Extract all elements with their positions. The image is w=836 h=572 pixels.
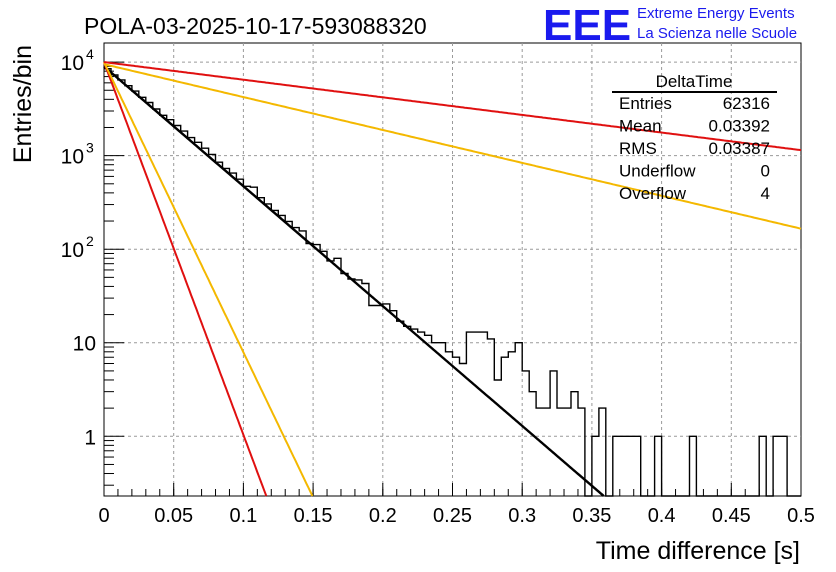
x-tick-label: 0.1 <box>229 505 257 527</box>
fit-curve-steep-red <box>103 61 268 497</box>
fit-curves <box>103 61 802 497</box>
x-tick-label: 0.15 <box>294 505 333 527</box>
x-tick-label: 0.2 <box>369 505 397 527</box>
x-axis-label: Time difference [s] <box>596 537 800 565</box>
logo-line-2: La Scienza nelle Scuole <box>637 25 797 42</box>
x-tick-label: 0.25 <box>433 505 472 527</box>
fit-curve-steep-yellow <box>103 61 314 497</box>
y-tick-exponent: 3 <box>86 140 94 156</box>
stats-label-underflow: Underflow <box>619 162 696 181</box>
fit-curve-shallow-red <box>103 61 802 152</box>
stats-value-mean: 0.03392 <box>709 117 770 136</box>
y-axis-label: Entries/bin <box>9 45 37 163</box>
stats-value-rms: 0.03387 <box>709 139 770 158</box>
x-axis: 0 0.05 0.1 0.15 0.2 0.25 0.3 0.35 0.4 0.45 0.5 <box>98 483 815 527</box>
fit-curve-histogram-fit <box>103 65 605 497</box>
fit-curve-shallow-yellow <box>103 63 802 230</box>
chart-title: POLA-03-2025-10-17-593088320 <box>84 13 427 39</box>
x-tick-label: 0.05 <box>154 505 193 527</box>
stats-label-entries: Entries <box>619 94 672 113</box>
stats-value-entries: 62316 <box>723 94 770 113</box>
x-tick-label: 0 <box>98 505 109 527</box>
histogram-series <box>104 68 801 497</box>
y-tick-exponent: 2 <box>86 233 94 249</box>
logo-letters: EEE <box>543 1 631 50</box>
x-tick-label: 0.35 <box>572 505 611 527</box>
y-tick-label: 10 <box>61 146 84 169</box>
y-tick-label: 10 <box>61 52 84 75</box>
y-tick-exponent: 4 <box>86 46 94 62</box>
stats-box: DeltaTime Entries 62316 Mean 0.03392 RMS 0.03… <box>612 72 777 203</box>
x-tick-label: 0.45 <box>712 505 751 527</box>
logo-line-1: Extreme Energy Events <box>637 5 795 22</box>
stats-label-mean: Mean <box>619 117 662 136</box>
stats-value-underflow: 0 <box>761 162 770 181</box>
y-tick-label: 10 <box>73 333 96 356</box>
stats-title: DeltaTime <box>656 72 733 91</box>
x-tick-label: 0.3 <box>508 505 536 527</box>
stats-label-rms: RMS <box>619 139 657 158</box>
grid-lines <box>104 43 801 496</box>
y-tick-label: 10 <box>61 239 84 262</box>
x-tick-label: 0.4 <box>648 505 676 527</box>
stats-value-overflow: 4 <box>761 184 770 203</box>
x-tick-label: 0.5 <box>787 505 815 527</box>
eee-logo: EEE Extreme Energy Events La Scienza nel… <box>543 1 797 50</box>
stats-label-overflow: Overflow <box>619 184 687 203</box>
histogram-outline <box>104 68 801 497</box>
y-tick-label: 1 <box>84 426 96 449</box>
